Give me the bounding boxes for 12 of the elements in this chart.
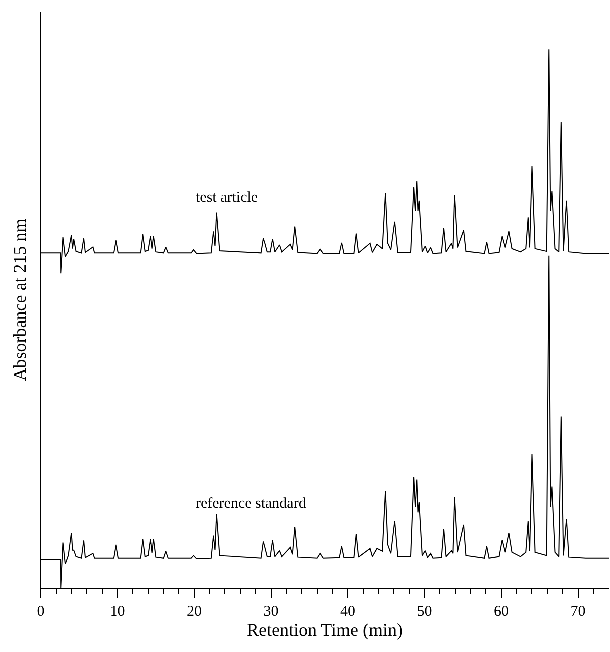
x-axis-title: Retention Time (min) [246,620,404,640]
x-tick-label: 10 [110,604,126,620]
x-tick-label: 20 [187,604,202,620]
x-tick-label: 70 [570,604,586,620]
x-tick-label: 0 [37,604,45,620]
x-tick-label: 30 [264,604,279,620]
x-tick-label: 60 [494,604,510,620]
y-axis-title: Absorbance at 215 nm [10,218,30,382]
x-tick-label: 50 [417,604,432,620]
series-label: test article [196,190,258,206]
x-tick-label: 40 [340,604,356,620]
series-label: reference standard [196,496,307,512]
